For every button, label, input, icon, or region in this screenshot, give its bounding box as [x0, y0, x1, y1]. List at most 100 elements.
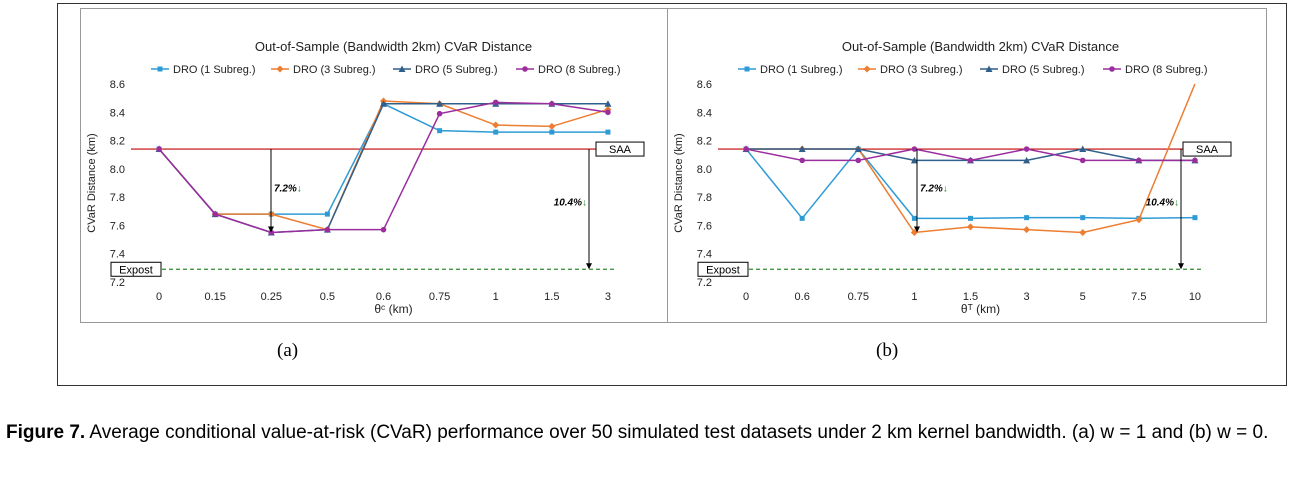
data-point	[967, 157, 974, 164]
data-point	[380, 100, 387, 107]
data-point	[1080, 215, 1086, 221]
y-tick-label: 7.8	[110, 192, 125, 204]
x-tick-label: 3	[1024, 291, 1030, 303]
annotation-arrow-2	[586, 149, 592, 270]
arrow-head	[586, 263, 592, 270]
y-tick-label: 7.2	[697, 277, 712, 289]
chart-panel-a: Out-of-Sample (Bandwidth 2km) CVaR Dista…	[80, 8, 680, 323]
expost-label: Expost	[119, 264, 153, 276]
legend-item-4: DRO (8 Subreg.)	[1103, 64, 1208, 76]
legend-item-1: DRO (1 Subreg.)	[151, 64, 256, 76]
data-point	[855, 157, 862, 164]
data-point	[1136, 157, 1142, 164]
data-point	[911, 215, 917, 221]
data-point	[967, 223, 974, 231]
data-point	[605, 109, 611, 116]
chart-a-svg: Out-of-Sample (Bandwidth 2km) CVaR Dista…	[86, 39, 645, 316]
data-point	[549, 101, 555, 107]
x-tick-label: 1	[493, 291, 499, 303]
x-tick-label: 0.25	[261, 291, 282, 303]
data-point	[492, 121, 500, 129]
caption-figure-label: Figure 7.	[6, 422, 86, 443]
data-point	[548, 122, 556, 130]
y-tick-label: 8.0	[110, 164, 125, 176]
series-line	[158, 102, 608, 215]
y-tick-label: 7.4	[110, 249, 125, 261]
data-point	[910, 156, 918, 164]
y-tick-label: 7.6	[110, 220, 125, 232]
data-point	[1192, 215, 1198, 221]
x-tick-label: 1.5	[544, 291, 559, 303]
data-point	[380, 226, 387, 233]
data-point	[1135, 216, 1143, 224]
y-axis-label: CVaR Distance (km)	[86, 133, 98, 232]
x-tick-label: 0	[743, 291, 749, 303]
data-point	[799, 157, 805, 164]
legend-label: DRO (8 Subreg.)	[538, 64, 621, 76]
figure-caption: Figure 7. Average conditional value-at-r…	[6, 420, 1306, 445]
y-tick-label: 8.0	[697, 164, 712, 176]
chart-panel-b: Out-of-Sample (Bandwidth 2km) CVaR Dista…	[667, 8, 1267, 323]
x-tick-label: 0.75	[429, 291, 450, 303]
series-4	[156, 99, 611, 236]
annotation-label-1: 7.2%↓	[920, 183, 948, 194]
data-point	[324, 211, 330, 217]
series-3	[155, 100, 612, 236]
legend-marker	[985, 65, 993, 72]
y-tick-label: 8.2	[697, 136, 712, 148]
legend-item-3: DRO (5 Subreg.)	[393, 64, 498, 76]
data-point	[1023, 146, 1030, 152]
expost-label-box	[110, 261, 162, 277]
arrow-head	[1178, 263, 1184, 270]
y-tick-label: 8.6	[110, 79, 125, 91]
expost-label-box	[697, 261, 749, 277]
data-point	[854, 145, 862, 153]
legend-marker	[1109, 66, 1115, 72]
chart-title: Out-of-Sample (Bandwidth 2km) CVaR Dista…	[842, 39, 1119, 54]
data-point	[268, 229, 275, 236]
y-tick-label: 8.4	[697, 107, 712, 119]
x-tick-label: 3	[605, 291, 611, 303]
data-point	[605, 129, 611, 135]
data-point	[743, 146, 749, 152]
annotation-label-1: 7.2%↓	[274, 183, 302, 194]
legend-item-2: DRO (3 Subreg.)	[858, 64, 963, 76]
x-tick-label: 0.6	[795, 291, 810, 303]
x-tick-label: 10	[1189, 291, 1201, 303]
data-point	[798, 145, 806, 153]
series-4	[743, 146, 1198, 164]
legend-item-3: DRO (5 Subreg.)	[980, 64, 1085, 76]
legend-marker	[744, 66, 750, 72]
data-point	[1023, 226, 1031, 234]
data-point	[493, 129, 499, 135]
annotation-arrow-1	[268, 149, 274, 233]
x-tick-label: 0.15	[204, 291, 225, 303]
legend-label: DRO (1 Subreg.)	[760, 64, 843, 76]
data-point	[436, 110, 443, 117]
saa-label-box	[595, 141, 645, 157]
series-line	[158, 101, 609, 234]
x-tick-label: 7.5	[1131, 291, 1146, 303]
panel-label-b: (b)	[876, 340, 899, 361]
data-point	[604, 100, 612, 107]
x-tick-label: 0.5	[320, 291, 335, 303]
legend-marker	[398, 65, 406, 72]
x-tick-label: 5	[1080, 291, 1086, 303]
caption-text: Average conditional value-at-risk (CVaR)…	[89, 422, 1269, 443]
legend-label: DRO (5 Subreg.)	[415, 64, 498, 76]
series-1	[156, 101, 611, 217]
figure-frame: Out-of-Sample (Bandwidth 2km) CVaR Dista…	[57, 3, 1287, 386]
legend-label: DRO (5 Subreg.)	[1002, 64, 1085, 76]
data-point	[1079, 145, 1087, 153]
saa-label: SAA	[1196, 144, 1219, 156]
legend-label: DRO (3 Subreg.)	[293, 64, 376, 76]
series-2	[155, 97, 612, 234]
data-point	[549, 129, 555, 135]
saa-label: SAA	[609, 144, 632, 156]
expost-label: Expost	[706, 264, 740, 276]
data-point	[911, 146, 918, 152]
chart-title: Out-of-Sample (Bandwidth 2km) CVaR Dista…	[255, 39, 532, 54]
data-point	[1023, 156, 1031, 164]
legend-item-4: DRO (8 Subreg.)	[516, 64, 621, 76]
annotation-label-2: 10.4%↓	[1146, 198, 1179, 209]
